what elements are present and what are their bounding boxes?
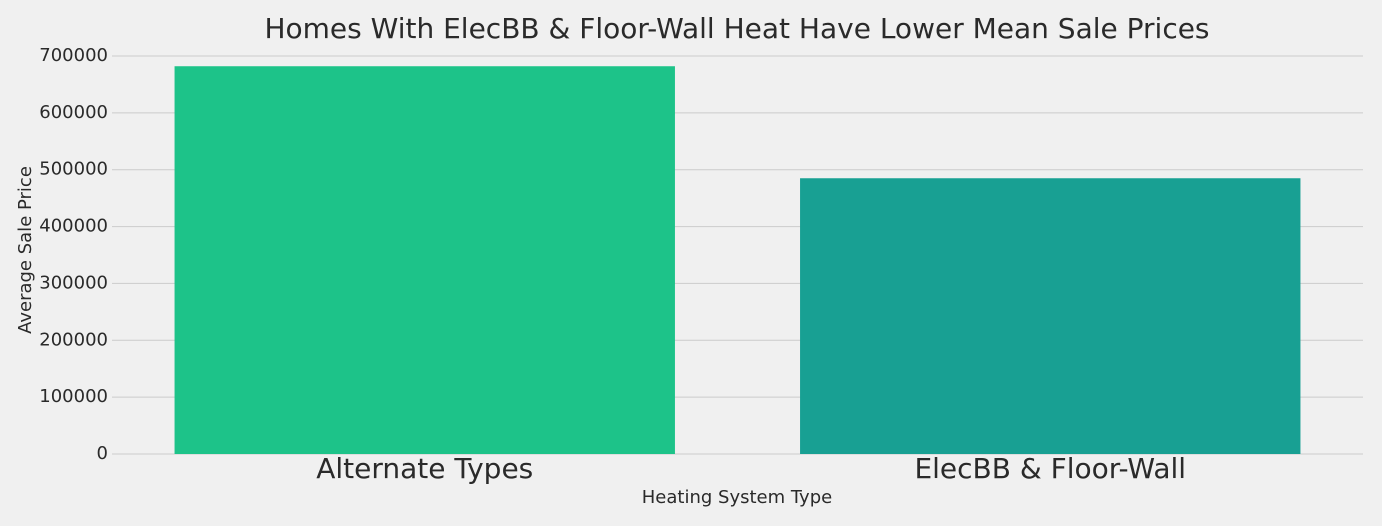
bar — [174, 66, 675, 454]
x-tick-label: Alternate Types — [316, 452, 533, 485]
y-tick-label: 200000 — [39, 329, 108, 350]
y-tick-label: 500000 — [39, 159, 108, 180]
y-axis-label: Average Sale Price — [15, 166, 36, 334]
y-tick-label: 700000 — [39, 45, 108, 66]
x-axis-label: Heating System Type — [642, 487, 832, 508]
y-tick-label: 600000 — [39, 102, 108, 123]
y-tick-label: 100000 — [39, 386, 108, 407]
y-tick-label: 400000 — [39, 216, 108, 237]
x-tick-label: ElecBB & Floor-Wall — [914, 452, 1186, 485]
bar — [800, 178, 1301, 454]
y-tick-label: 0 — [97, 443, 108, 464]
chart-title: Homes With ElecBB & Floor-Wall Heat Have… — [264, 12, 1209, 45]
y-tick-label: 300000 — [39, 272, 108, 293]
